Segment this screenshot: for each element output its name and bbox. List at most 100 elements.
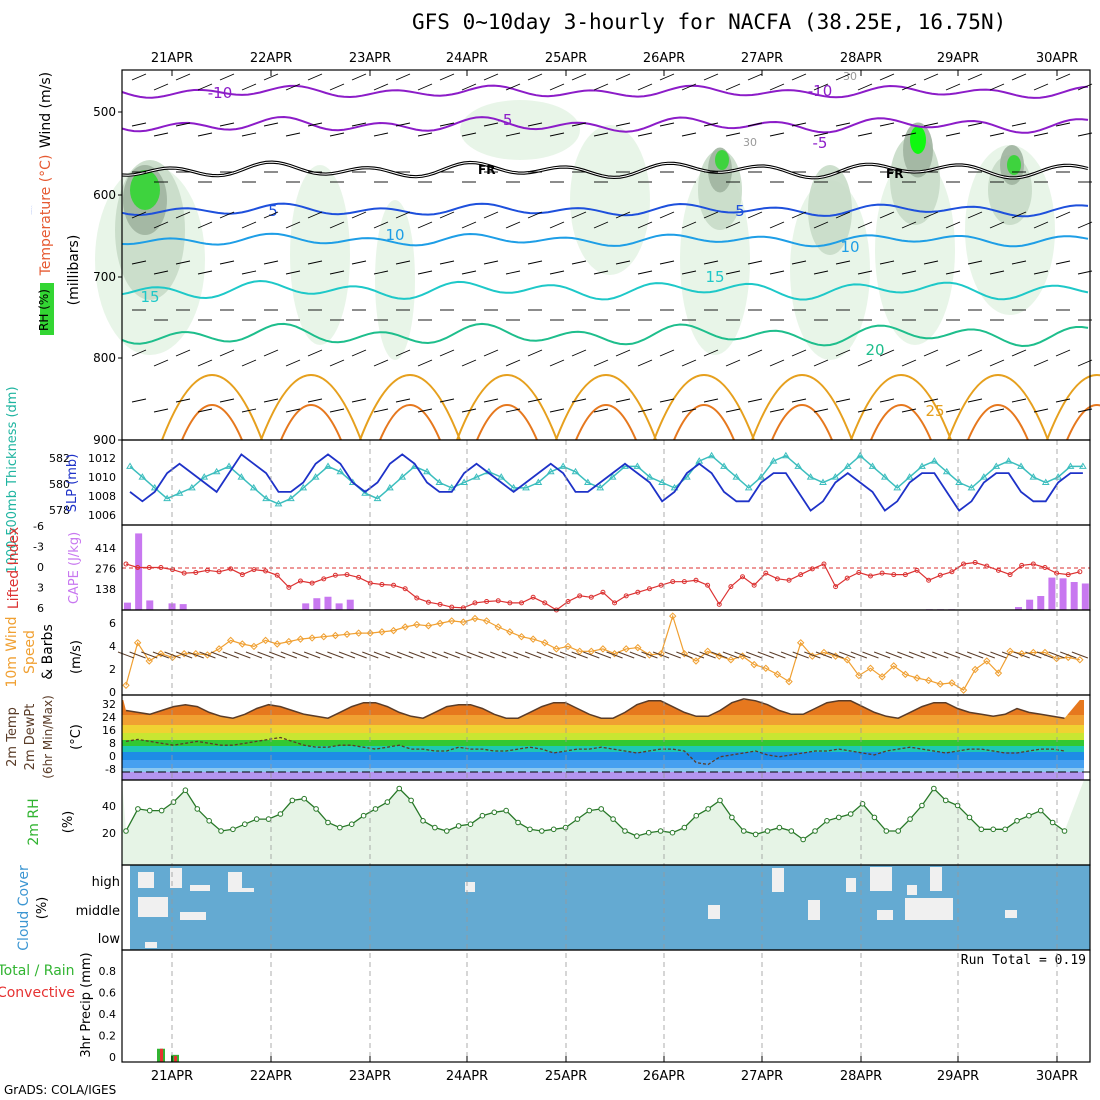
wind-barb — [769, 408, 785, 413]
minmax-axis-label: (6hr Min/Max) — [41, 695, 55, 779]
wind-barb-10m — [536, 651, 553, 659]
wind-speed-point — [378, 628, 386, 636]
wind-barb — [593, 132, 609, 137]
date-label-top: 27APR — [741, 51, 783, 66]
thickness-point — [175, 489, 184, 496]
wind-barb — [681, 408, 697, 413]
temp-band — [122, 725, 1084, 733]
thickness-point — [720, 462, 728, 469]
wind-barb-10m — [699, 651, 716, 659]
thickness-point — [1066, 462, 1075, 469]
chart-title: GFS 0~10day 3-hourly for NACFA (38.25E, … — [412, 10, 1007, 34]
wind-barb-10m — [362, 651, 379, 659]
wind-barb — [615, 211, 631, 219]
rh-point — [467, 821, 474, 828]
li-point — [391, 582, 397, 588]
wind-barb — [769, 221, 785, 229]
wind-speed-point — [575, 647, 584, 655]
li-point — [484, 599, 490, 604]
wind-barb — [1011, 211, 1027, 219]
wind-barb-10m — [1060, 651, 1077, 659]
wind-barb — [593, 270, 609, 275]
wind-speed-point — [424, 622, 433, 630]
wind-speed-point — [180, 650, 188, 658]
wind-barb — [285, 359, 301, 367]
thickness-point — [732, 473, 741, 480]
thickness-point — [212, 467, 221, 475]
wind-barb — [879, 211, 895, 219]
li-tick: 3 — [37, 582, 44, 595]
wind-barb-10m — [234, 651, 251, 659]
wind-barb — [747, 260, 763, 265]
wind-speed-point — [808, 652, 817, 660]
wind-barb — [263, 73, 279, 81]
isotherm-30 — [967, 404, 1029, 441]
rh-point — [776, 824, 783, 831]
date-label-bottom: 23APR — [349, 1069, 391, 1084]
wind-barb — [571, 349, 587, 357]
wind-barb — [835, 211, 851, 219]
wind-barb — [505, 221, 521, 229]
wind-barb — [395, 211, 411, 219]
thickness-point — [1017, 462, 1025, 469]
wind-barb-10m — [897, 651, 914, 659]
wind-barb — [835, 73, 851, 81]
cape-bar — [335, 603, 343, 610]
wind-barb — [241, 83, 257, 91]
rh-point — [990, 826, 997, 833]
rh-point — [146, 807, 153, 814]
wind-barb — [153, 132, 169, 137]
li-point — [449, 604, 455, 610]
wind-speed-point — [250, 642, 258, 651]
cloud-cell — [465, 882, 475, 892]
wind-barb — [1055, 73, 1071, 81]
li-point — [1065, 572, 1071, 578]
wind-barb-10m — [455, 651, 472, 659]
wind-barb-10m — [990, 651, 1007, 659]
wind-barb — [923, 73, 939, 81]
wind-barb-10m — [269, 651, 286, 659]
date-label-bottom: 26APR — [643, 1069, 685, 1084]
thickness-point — [385, 483, 394, 491]
rh-point — [693, 812, 700, 819]
wind-speed-point — [238, 640, 247, 648]
rh-point — [562, 824, 569, 831]
wind-speed-point — [959, 686, 968, 694]
thickness-point — [534, 478, 543, 485]
wind-barb — [549, 221, 565, 229]
thickness-point — [608, 473, 617, 480]
wind-barb — [219, 122, 235, 127]
thickness-point — [596, 483, 605, 491]
isotherm-30 — [870, 404, 932, 441]
rh-point — [420, 818, 426, 824]
wind-barb — [175, 211, 191, 219]
precip-tick: 0 — [109, 1051, 116, 1064]
rh-point — [598, 806, 605, 812]
wind-barb — [549, 359, 565, 367]
li-point — [251, 567, 257, 573]
wind-barb — [879, 73, 895, 81]
wind10-unit-label: (m/s) — [69, 640, 84, 674]
rh-axis-label: RH (%) — [37, 289, 51, 331]
wind-barb — [813, 270, 829, 275]
rh-point — [574, 816, 581, 822]
li-point — [646, 586, 652, 592]
wind-barb — [637, 221, 653, 229]
wind-speed-point — [506, 628, 514, 636]
thickness-point — [819, 478, 827, 485]
thickness-point — [249, 483, 258, 491]
li-point — [286, 584, 292, 590]
wind-speed-point — [459, 618, 468, 626]
slp-tick: 1006 — [88, 509, 116, 522]
wind-barb — [967, 260, 983, 265]
wind-barb — [747, 211, 763, 219]
wind-barb — [1011, 349, 1027, 357]
wind-tick: 0 — [109, 686, 116, 699]
temp-axis-label: 2m Temp — [5, 707, 20, 767]
rh-point — [337, 824, 343, 831]
thickness-point — [794, 462, 803, 469]
wind-barb — [835, 398, 851, 403]
cape-bar — [135, 533, 143, 610]
rh-point — [182, 787, 189, 794]
wind-barb — [1033, 270, 1049, 275]
